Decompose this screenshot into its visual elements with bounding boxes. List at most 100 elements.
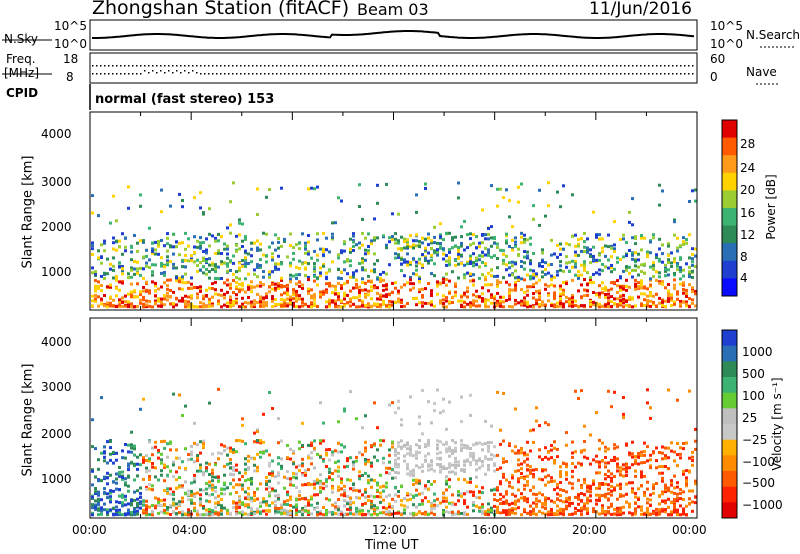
heatmap-cell	[202, 241, 205, 244]
heatmap-cell	[298, 447, 301, 451]
heatmap-cell	[229, 269, 232, 272]
heatmap-cell	[610, 255, 613, 259]
heatmap-cell	[559, 284, 562, 288]
heatmap-cell	[157, 499, 160, 503]
freq-dot	[284, 73, 286, 75]
heatmap-cell	[403, 237, 406, 241]
heatmap-cell	[382, 284, 385, 288]
heatmap-cell	[508, 508, 511, 512]
heatmap-cell	[217, 501, 220, 505]
freq-dot	[124, 73, 126, 75]
heatmap-cell	[91, 445, 94, 449]
heatmap-cell	[514, 469, 517, 473]
heatmap-cell	[457, 196, 460, 200]
heatmap-cell	[490, 268, 493, 272]
power-cbar-tick-16: 16	[740, 206, 756, 220]
heatmap-cell	[496, 488, 499, 492]
heatmap-cell	[289, 264, 292, 268]
heatmap-cell	[586, 250, 589, 254]
heatmap-cell	[685, 482, 688, 486]
heatmap-cell	[502, 249, 505, 253]
heatmap-cell	[406, 462, 409, 466]
heatmap-cell	[556, 273, 559, 277]
heatmap-cell	[292, 451, 295, 455]
heatmap-cell	[115, 458, 118, 462]
heatmap-cell	[565, 465, 568, 469]
heatmap-cell	[511, 264, 514, 268]
heatmap-cell	[610, 281, 613, 285]
heatmap-cell	[430, 247, 433, 250]
heatmap-cell	[448, 470, 451, 474]
heatmap-cell	[229, 259, 232, 263]
heatmap-cell	[541, 458, 544, 461]
heatmap-cell	[154, 475, 157, 479]
heatmap-cell	[400, 503, 403, 507]
heatmap-cell	[409, 261, 412, 264]
heatmap-cell	[355, 459, 358, 463]
heatmap-cell	[265, 487, 268, 491]
heatmap-cell	[352, 240, 355, 244]
heatmap-cell	[193, 196, 196, 200]
heatmap-cell	[145, 466, 148, 470]
heatmap-cell	[274, 286, 277, 290]
heatmap-cell	[322, 231, 325, 235]
heatmap-cell	[658, 296, 661, 300]
heatmap-cell	[319, 486, 322, 489]
heatmap-cell	[214, 263, 217, 267]
heatmap-cell	[91, 247, 94, 251]
heatmap-cell	[382, 299, 385, 303]
heatmap-cell	[208, 508, 211, 511]
heatmap-cell	[352, 296, 355, 300]
heatmap-cell	[424, 512, 427, 516]
heatmap-cell	[217, 302, 220, 306]
heatmap-cell	[109, 267, 112, 271]
heatmap-cell	[565, 497, 568, 501]
heatmap-cell	[544, 468, 547, 472]
heatmap-cell	[223, 444, 226, 448]
heatmap-cell	[589, 433, 592, 437]
heatmap-cell	[454, 284, 457, 288]
heatmap-cell	[604, 293, 607, 296]
heatmap-cell	[121, 456, 124, 460]
heatmap-cell	[172, 290, 175, 294]
heatmap-cell	[568, 303, 571, 307]
heatmap-cell	[250, 284, 253, 288]
nave-dot	[660, 65, 662, 67]
heatmap-cell	[670, 304, 673, 307]
heatmap-cell	[274, 511, 277, 515]
heatmap-cell	[379, 277, 382, 281]
heatmap-cell	[103, 241, 106, 245]
heatmap-cell	[232, 465, 235, 469]
heatmap-cell	[613, 475, 616, 478]
heatmap-cell	[454, 460, 457, 464]
heatmap-cell	[238, 261, 241, 265]
xtick-0000: 00:00	[72, 523, 107, 537]
heatmap-cell	[676, 292, 679, 296]
heatmap-cell	[382, 489, 385, 493]
heatmap-cell	[475, 496, 478, 499]
freq-dot	[520, 73, 522, 75]
heatmap-cell	[352, 286, 355, 290]
heatmap-cell	[535, 290, 538, 294]
heatmap-cell	[289, 495, 292, 499]
heatmap-cell	[298, 490, 301, 494]
heatmap-cell	[172, 490, 175, 494]
heatmap-cell	[313, 187, 316, 191]
heatmap-cell	[631, 463, 634, 467]
heatmap-cell	[328, 510, 331, 514]
heatmap-cell	[532, 274, 535, 278]
heatmap-cell	[472, 299, 475, 303]
heatmap-cell	[625, 265, 628, 269]
heatmap-cell	[652, 487, 655, 491]
heatmap-cell	[445, 499, 448, 503]
freq-dot	[232, 73, 234, 75]
heatmap-cell	[277, 510, 280, 514]
heatmap-cell	[448, 256, 451, 260]
heatmap-cell	[652, 483, 655, 487]
heatmap-cell	[406, 464, 409, 468]
heatmap-cell	[283, 304, 286, 308]
heatmap-cell	[469, 393, 472, 397]
heatmap-cell	[397, 247, 400, 251]
heatmap-cell	[91, 483, 94, 487]
heatmap-cell	[670, 510, 673, 514]
